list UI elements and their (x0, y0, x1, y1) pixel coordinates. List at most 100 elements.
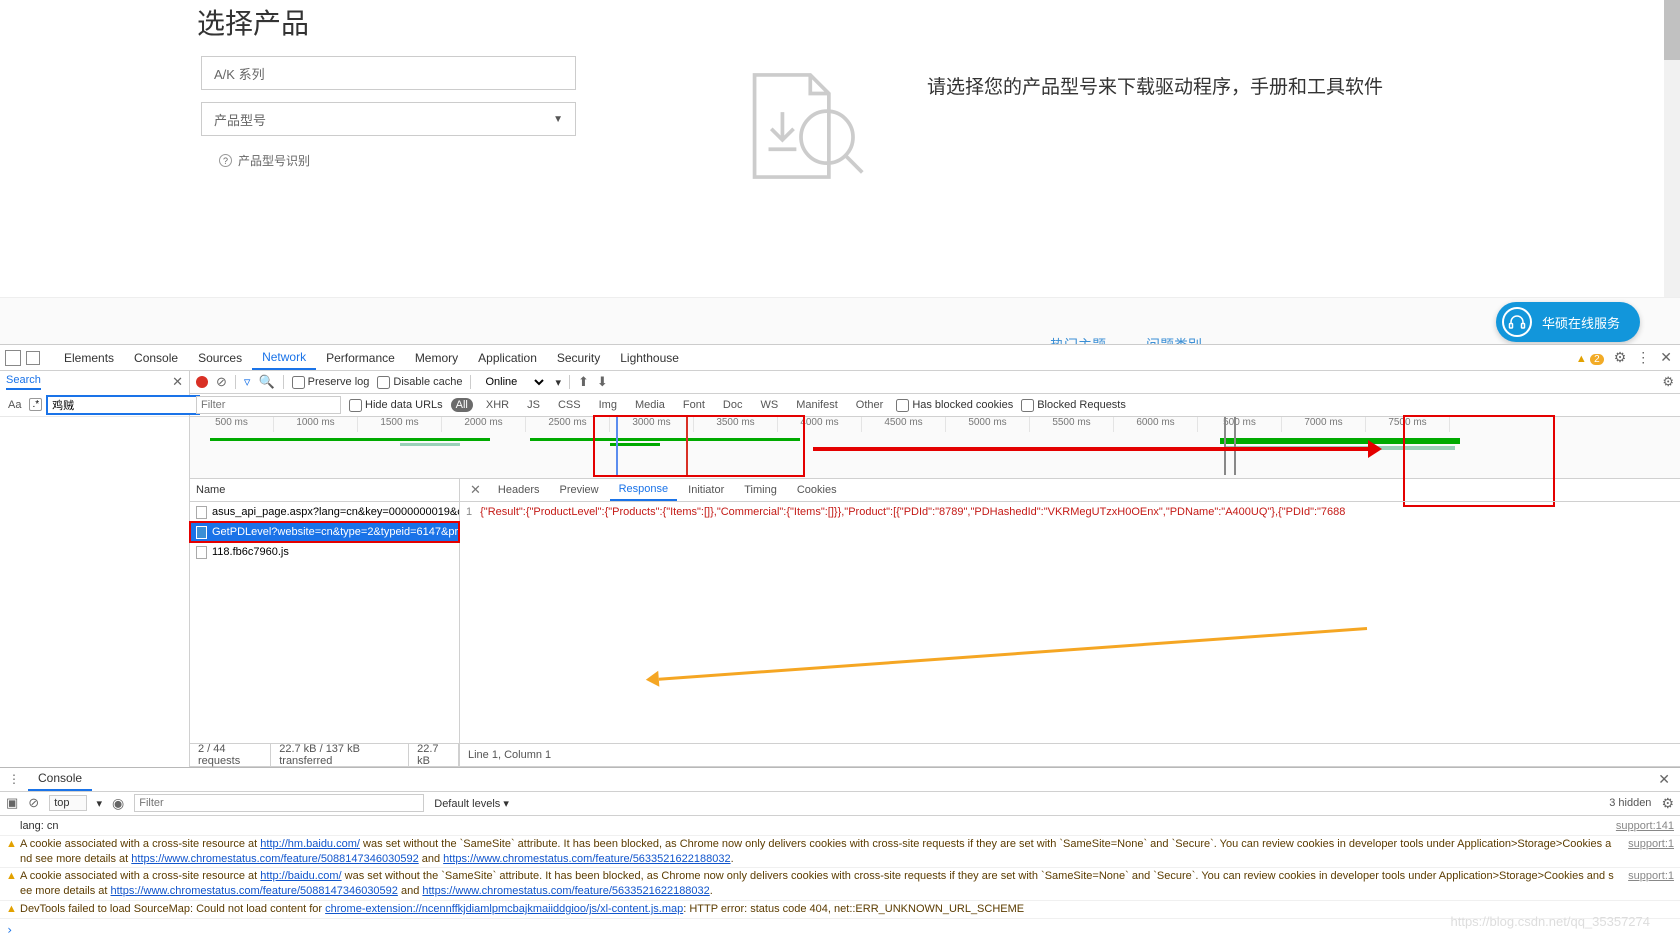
request-name: asus_api_page.aspx?lang=cn&key=000000001… (212, 506, 459, 518)
detail-tab-cookies[interactable]: Cookies (788, 479, 846, 501)
drawer-more-icon[interactable]: ⋮ (0, 772, 28, 786)
type-doc[interactable]: Doc (718, 398, 748, 412)
throttling-select[interactable]: Online (479, 375, 547, 389)
console-prompt[interactable]: › (0, 921, 1680, 939)
search-input[interactable] (46, 395, 200, 415)
devtools-tabbar: ElementsConsoleSourcesNetworkPerformance… (0, 345, 1680, 371)
close-icon[interactable]: ✕ (1660, 349, 1672, 366)
request-row[interactable]: 118.fb6c7960.js (190, 542, 459, 562)
line-number: 1 (466, 506, 472, 739)
request-row[interactable]: asus_api_page.aspx?lang=cn&key=000000001… (190, 502, 459, 522)
chat-button[interactable]: 华硕在线服务 (1496, 302, 1640, 342)
console-tab[interactable]: Console (28, 768, 92, 791)
close-detail-icon[interactable]: ✕ (464, 482, 487, 498)
upload-icon[interactable]: ⬆ (578, 374, 589, 390)
match-case-icon[interactable]: Aa (4, 398, 25, 412)
question-icon: ? (219, 154, 232, 167)
series-select[interactable]: A/K 系列 (201, 56, 576, 90)
tab-security[interactable]: Security (547, 345, 610, 370)
close-drawer-icon[interactable]: ✕ (1648, 771, 1680, 788)
type-img[interactable]: Img (594, 398, 622, 412)
type-ws[interactable]: WS (755, 398, 783, 412)
series-value: A/K 系列 (214, 64, 265, 83)
more-icon[interactable]: ⋮ (1636, 349, 1650, 366)
console-gear-icon[interactable]: ⚙ (1661, 795, 1674, 812)
model-select[interactable]: 产品型号 ▼ (201, 102, 576, 136)
console-filter-input[interactable] (134, 794, 424, 812)
type-other[interactable]: Other (851, 398, 889, 412)
request-row[interactable]: GetPDLevel?website=cn&type=2&typeid=6147… (190, 522, 459, 542)
has-blocked-checkbox[interactable]: Has blocked cookies (896, 399, 1013, 412)
page-title: 选择产品 (197, 2, 309, 42)
request-list: Name asus_api_page.aspx?lang=cn&key=0000… (190, 479, 460, 766)
watermark: https://blog.csdn.net/qq_35357274 (1451, 914, 1651, 929)
context-select[interactable]: top (49, 795, 86, 811)
tab-performance[interactable]: Performance (316, 345, 405, 370)
tab-network[interactable]: Network (252, 345, 316, 370)
search-tab[interactable]: Search (6, 374, 41, 390)
console-row: ▲DevTools failed to load SourceMap: Coul… (0, 901, 1680, 919)
log-levels[interactable]: Default levels ▾ (434, 797, 509, 810)
record-icon[interactable] (196, 376, 208, 388)
device-toggle-icon[interactable] (26, 351, 40, 365)
type-manifest[interactable]: Manifest (791, 398, 843, 412)
console-drawer: ⋮ Console ✕ ▣ ⊘ top ▾ ◉ Default levels ▾… (0, 767, 1680, 939)
network-filter-bar: Hide data URLs All XHR JS CSS Img Media Font Do… (190, 394, 1680, 417)
detail-tab-timing[interactable]: Timing (735, 479, 786, 501)
detail-tab-headers[interactable]: Headers (489, 479, 549, 501)
network-timeline[interactable]: 500 ms1000 ms1500 ms2000 ms2500 ms3000 m… (190, 417, 1680, 479)
detail-tab-response[interactable]: Response (610, 479, 678, 501)
filter-icon[interactable]: ▿ (244, 374, 251, 390)
search-panel: Search ✕ Aa .* ⟳ ⊘ (0, 371, 190, 767)
tab-sources[interactable]: Sources (188, 345, 252, 370)
model-placeholder: 产品型号 (214, 110, 266, 129)
type-all[interactable]: All (451, 398, 473, 412)
download-icon[interactable]: ⬇ (597, 374, 608, 390)
instruction-text: 请选择您的产品型号来下载驱动程序，手册和工具软件 (927, 72, 1383, 104)
console-source[interactable]: support:1 (1628, 869, 1674, 899)
network-gear-icon[interactable]: ⚙ (1662, 374, 1674, 390)
hidden-count[interactable]: 3 hidden (1609, 797, 1651, 809)
tab-console[interactable]: Console (124, 345, 188, 370)
gear-icon[interactable]: ⚙ (1614, 349, 1627, 366)
live-expression-icon[interactable]: ◉ (112, 795, 124, 812)
file-icon (196, 526, 207, 539)
tab-memory[interactable]: Memory (405, 345, 468, 370)
type-media[interactable]: Media (630, 398, 670, 412)
name-column-header[interactable]: Name (190, 479, 459, 502)
status-size: 22.7 kB (409, 743, 459, 767)
type-font[interactable]: Font (678, 398, 710, 412)
search-icon[interactable]: 🔍 (258, 374, 274, 390)
model-help-link[interactable]: ? 产品型号识别 (219, 152, 310, 169)
network-panel: ⊘ ▿ 🔍 Preserve log Disable cache Online … (190, 371, 1680, 767)
close-search-icon[interactable]: ✕ (172, 374, 183, 390)
disable-cache-checkbox[interactable]: Disable cache (377, 376, 462, 389)
tab-lighthouse[interactable]: Lighthouse (610, 345, 689, 370)
clear-console-icon[interactable]: ⊘ (28, 795, 39, 811)
type-css[interactable]: CSS (553, 398, 586, 412)
blocked-requests-checkbox[interactable]: Blocked Requests (1021, 399, 1126, 412)
detail-tab-initiator[interactable]: Initiator (679, 479, 733, 501)
filter-input[interactable] (196, 396, 341, 414)
chevron-down-icon: ▼ (553, 114, 563, 125)
vertical-scrollbar[interactable] (1664, 0, 1680, 344)
devtools-panel: ElementsConsoleSourcesNetworkPerformance… (0, 344, 1680, 939)
console-source[interactable]: support:1 (1628, 837, 1674, 867)
console-output[interactable]: lang: cnsupport:141▲A cookie associated … (0, 816, 1680, 921)
response-body[interactable]: 1 {"Result":{"ProductLevel":{"Products":… (460, 502, 1680, 743)
inspect-element-icon[interactable] (5, 350, 21, 366)
tab-elements[interactable]: Elements (54, 345, 124, 370)
regex-icon[interactable]: .* (29, 398, 42, 411)
annotation-box (593, 415, 805, 477)
type-xhr[interactable]: XHR (481, 398, 514, 412)
hide-data-urls-checkbox[interactable]: Hide data URLs (349, 399, 443, 412)
preserve-log-checkbox[interactable]: Preserve log (292, 376, 370, 389)
tab-application[interactable]: Application (468, 345, 547, 370)
warning-badge[interactable]: ▲ 2 (1576, 351, 1604, 365)
detail-tab-preview[interactable]: Preview (550, 479, 607, 501)
console-source[interactable]: support:141 (1616, 819, 1674, 834)
download-illustration-icon (736, 56, 866, 196)
type-js[interactable]: JS (522, 398, 545, 412)
console-sidebar-icon[interactable]: ▣ (6, 795, 18, 811)
clear-icon[interactable]: ⊘ (216, 374, 227, 390)
